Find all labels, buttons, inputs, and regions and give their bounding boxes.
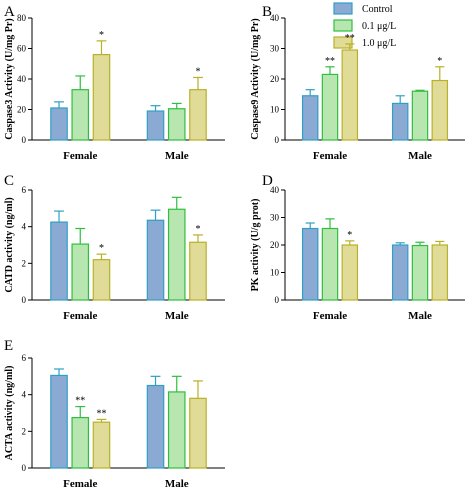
bar bbox=[92, 53, 111, 141]
x-category-label: Female bbox=[313, 150, 347, 162]
legend-swatch bbox=[333, 2, 353, 15]
y-tick-label: 4 bbox=[22, 222, 27, 232]
significance-marker: * bbox=[99, 30, 104, 41]
y-tick-label: 0 bbox=[275, 295, 280, 305]
significance-marker: * bbox=[347, 230, 352, 241]
bar bbox=[167, 108, 186, 141]
y-tick-label: 6 bbox=[22, 353, 27, 363]
legend-swatch bbox=[333, 36, 353, 49]
y-tick-label: 60 bbox=[17, 44, 27, 54]
bar bbox=[321, 73, 339, 141]
bar bbox=[321, 227, 339, 301]
bar bbox=[391, 102, 409, 141]
x-category-label: Female bbox=[63, 310, 97, 322]
significance-marker: * bbox=[99, 243, 104, 254]
bar bbox=[167, 391, 186, 469]
significance-marker: * bbox=[195, 224, 200, 235]
bar bbox=[92, 259, 111, 301]
y-tick-label: 2 bbox=[22, 258, 27, 268]
significance-marker: ** bbox=[75, 396, 85, 407]
bar bbox=[189, 89, 207, 141]
x-category-label: Male bbox=[165, 478, 189, 490]
y-tick-label: 20 bbox=[270, 74, 280, 84]
panel-c: C CATD activity (ng/ml) 0 2 4 6 * Female * Male bbox=[4, 173, 225, 322]
panel-letter: A bbox=[4, 4, 15, 20]
significance-marker: ** bbox=[96, 408, 106, 419]
bar bbox=[71, 89, 90, 141]
x-category-label: Male bbox=[165, 150, 189, 162]
panel-letter: D bbox=[262, 173, 273, 189]
legend-label: Control bbox=[362, 4, 393, 15]
x-category-label: Female bbox=[63, 478, 97, 490]
significance-marker: ** bbox=[345, 33, 355, 44]
bar bbox=[411, 244, 429, 301]
significance-marker: ** bbox=[325, 56, 335, 67]
y-tick-label: 0 bbox=[22, 295, 27, 305]
bar bbox=[411, 90, 429, 141]
legend-swatch bbox=[333, 19, 353, 32]
bar bbox=[71, 243, 90, 301]
y-axis-label: Caspase3 Activity (U/mg Pr) bbox=[4, 18, 15, 139]
y-axis-label: PK activity (U/g prot) bbox=[250, 199, 261, 292]
panel-letter: E bbox=[4, 338, 13, 354]
bar bbox=[92, 421, 111, 469]
bar bbox=[189, 241, 207, 301]
x-category-label: Female bbox=[63, 150, 97, 162]
y-tick-label: 20 bbox=[17, 105, 27, 115]
legend: Control 0.1 μg/L 1.0 μg/L bbox=[333, 2, 396, 49]
y-axis-label: ACTA activity (ng/ml) bbox=[4, 366, 15, 461]
bar bbox=[146, 384, 165, 469]
y-tick-label: 40 bbox=[270, 13, 280, 23]
bar bbox=[431, 244, 449, 301]
y-tick-label: 10 bbox=[270, 268, 280, 278]
bar bbox=[146, 110, 165, 141]
panel-letter: C bbox=[4, 173, 14, 189]
bar bbox=[50, 221, 68, 301]
y-tick-label: 0 bbox=[275, 135, 280, 145]
bar bbox=[50, 107, 68, 141]
panel-letter: B bbox=[262, 4, 272, 20]
x-category-label: Male bbox=[408, 150, 432, 162]
y-tick-label: 6 bbox=[22, 185, 27, 195]
y-tick-label: 10 bbox=[270, 105, 280, 115]
bar bbox=[146, 219, 165, 301]
bar bbox=[391, 244, 409, 301]
y-tick-label: 20 bbox=[270, 240, 280, 250]
bar bbox=[301, 95, 319, 141]
y-tick-label: 30 bbox=[270, 44, 280, 54]
y-tick-label: 80 bbox=[17, 13, 27, 23]
y-tick-label: 0 bbox=[22, 135, 27, 145]
panel-e: E ACTA activity (ng/ml) 0 2 4 6 ** ** Female Male bbox=[4, 338, 225, 490]
y-tick-label: 30 bbox=[270, 213, 280, 223]
y-tick-label: 40 bbox=[17, 74, 27, 84]
bar bbox=[50, 374, 68, 469]
significance-marker: * bbox=[195, 66, 200, 77]
bar bbox=[189, 397, 207, 469]
y-tick-label: 2 bbox=[22, 426, 27, 436]
significance-marker: * bbox=[437, 56, 442, 67]
bar bbox=[167, 208, 186, 301]
bar bbox=[71, 416, 90, 469]
y-tick-label: 0 bbox=[22, 463, 27, 473]
legend-label: 0.1 μg/L bbox=[362, 21, 396, 32]
bar bbox=[431, 79, 449, 141]
y-tick-label: 40 bbox=[270, 185, 280, 195]
y-axis-label: Caspase9 Activity (U/mg Pr) bbox=[250, 18, 261, 139]
x-category-label: Male bbox=[165, 310, 189, 322]
legend-label: 1.0 μg/L bbox=[362, 38, 396, 49]
x-category-label: Female bbox=[313, 310, 347, 322]
y-tick-label: 4 bbox=[22, 390, 27, 400]
bar bbox=[341, 49, 359, 141]
bar bbox=[301, 227, 319, 301]
y-axis-label: CATD activity (ng/ml) bbox=[4, 197, 15, 292]
bar bbox=[341, 244, 359, 301]
panel-d: DPK activity (U/g prot) 0 10 20 30 40 * Female M… bbox=[250, 173, 465, 322]
x-category-label: Male bbox=[408, 310, 432, 322]
